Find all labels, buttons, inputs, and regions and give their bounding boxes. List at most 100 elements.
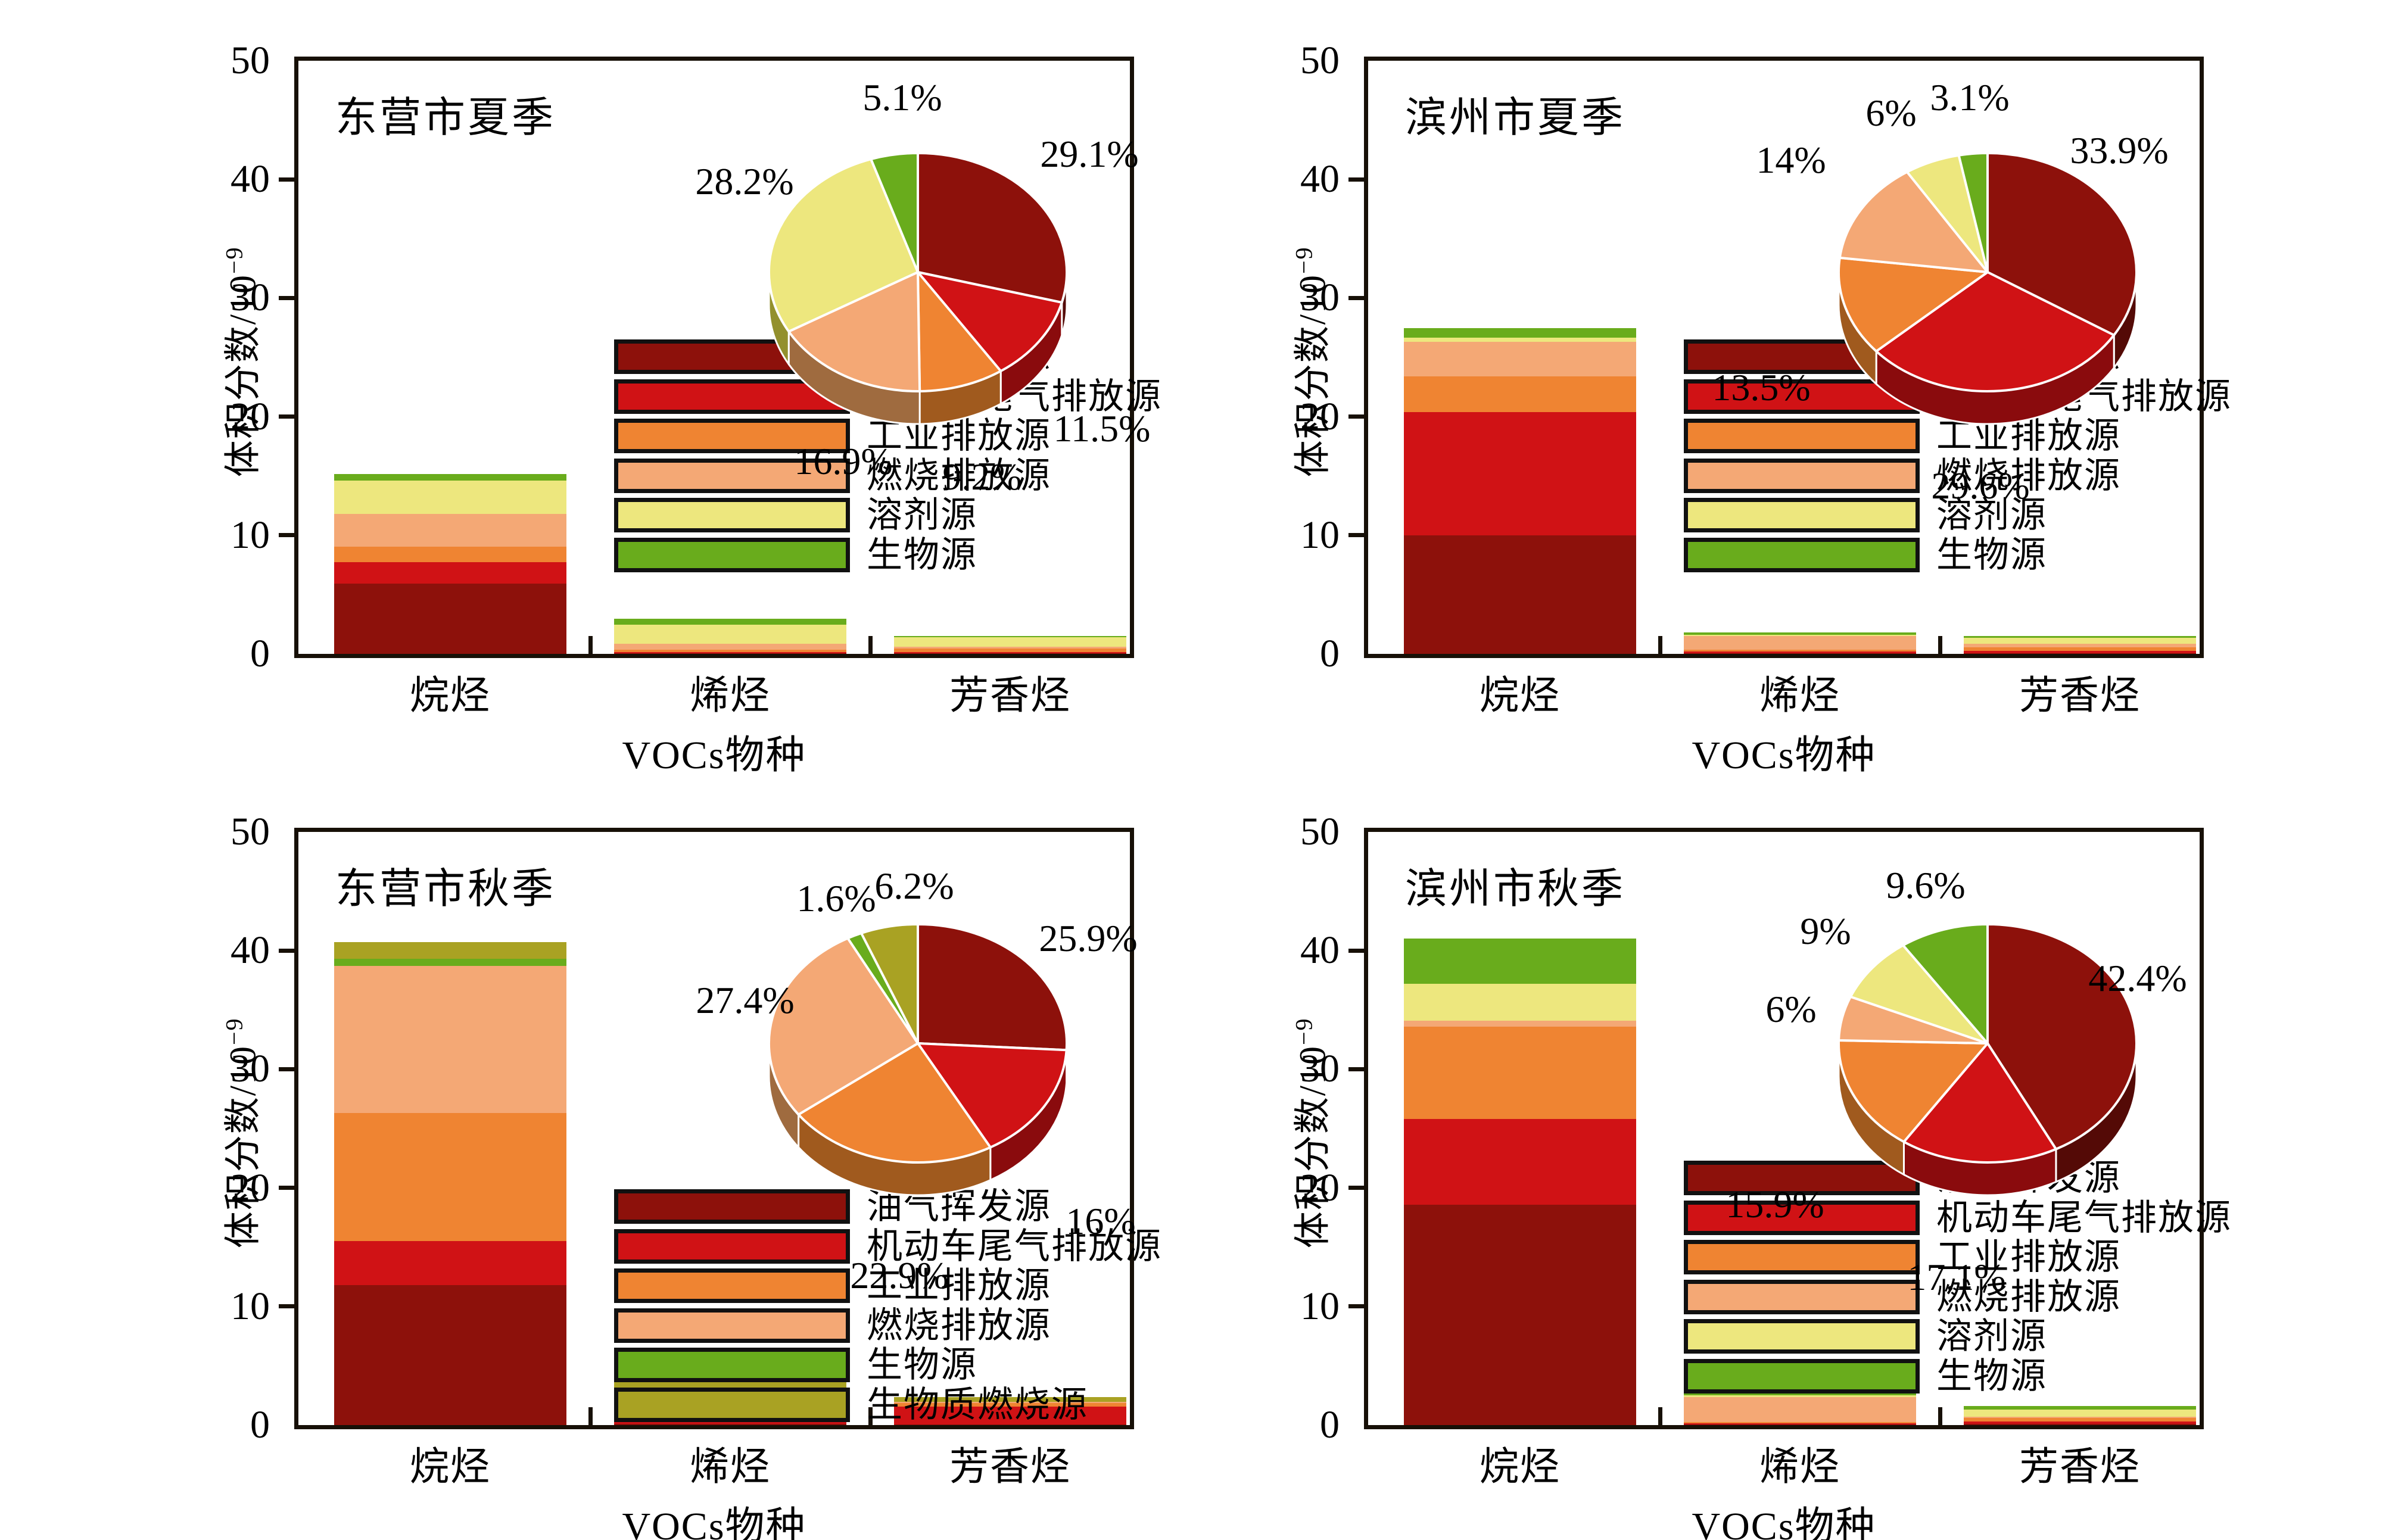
y-tick-label: 20 bbox=[1300, 1165, 1340, 1209]
legend-label: 燃烧排放源 bbox=[1936, 1277, 2121, 1317]
legend-swatch bbox=[614, 1189, 850, 1224]
pie-slice bbox=[917, 923, 1068, 1052]
bar-segment bbox=[1404, 1026, 1636, 1120]
panel-title: 滨州市秋季 bbox=[1405, 866, 1625, 912]
bar-segment bbox=[614, 653, 846, 654]
pie-chart bbox=[768, 923, 1068, 1196]
bar-segment bbox=[1964, 1406, 2196, 1410]
bar-segment bbox=[1404, 535, 1636, 654]
y-tick-label: 30 bbox=[1300, 1047, 1340, 1091]
y-axis-label: 体积分数/10−9 bbox=[216, 207, 264, 516]
bar-segment bbox=[894, 653, 1126, 654]
bar-segment bbox=[1964, 1421, 2196, 1424]
plot-area: 滨州市秋季 01020304050烷烃烯烃芳香烃VOCs物种体积分数/10−9油… bbox=[1291, 812, 2231, 1540]
bar-segment bbox=[614, 1424, 846, 1425]
pie-chart bbox=[1837, 152, 2138, 425]
pie-percentage-label: 1.6% bbox=[796, 877, 876, 919]
panel-dongying-summer: 东营市夏季 01020304050烷烃烯烃芳香烃VOCs物种体积分数/10−9油… bbox=[221, 41, 1161, 777]
bar-segment bbox=[334, 966, 566, 1114]
bar-segment bbox=[1404, 376, 1636, 412]
panel-binzhou-summer: 滨州市夏季 01020304050烷烃烯烃芳香烃VOCs物种体积分数/10−9油… bbox=[1291, 41, 2231, 777]
pie-slice bbox=[917, 1042, 1068, 1149]
bar-segment bbox=[1404, 983, 1636, 1021]
y-axis-label: 体积分数/10−9 bbox=[216, 978, 264, 1288]
x-tick bbox=[1658, 1407, 1662, 1425]
bar-segment bbox=[894, 647, 1126, 649]
y-tick bbox=[279, 1304, 294, 1309]
panel-title: 滨州市夏季 bbox=[1405, 95, 1625, 141]
bar-segment bbox=[1964, 1410, 2196, 1417]
bar-segment bbox=[614, 625, 846, 644]
pie-slice bbox=[1902, 1042, 2057, 1164]
y-tick bbox=[1348, 1304, 1364, 1309]
bar-segment bbox=[614, 650, 846, 653]
legend-swatch bbox=[614, 1348, 850, 1382]
bar-segment bbox=[894, 649, 1126, 653]
bar-segment bbox=[1404, 1119, 1636, 1205]
pie-percentage-label: 17.1% bbox=[1907, 1256, 2006, 1298]
y-tick-label: 30 bbox=[231, 1047, 270, 1091]
bar-segment bbox=[894, 1407, 1126, 1425]
plot-area: 滨州市夏季 01020304050烷烃烯烃芳香烃VOCs物种体积分数/10−9油… bbox=[1291, 41, 2231, 777]
x-category-label: 烯烃 bbox=[690, 1445, 771, 1489]
y-tick bbox=[279, 533, 294, 538]
pie-slice bbox=[1986, 923, 2138, 1151]
pie-slice bbox=[1849, 944, 1989, 1045]
pie-slice bbox=[1838, 170, 1989, 273]
y-tick-label: 50 bbox=[1300, 39, 1340, 82]
legend-label: 燃烧排放源 bbox=[1936, 456, 2121, 495]
x-category-label: 烯烃 bbox=[1759, 1445, 1840, 1489]
x-tick bbox=[588, 1407, 593, 1425]
bar-segment bbox=[1964, 644, 2196, 648]
legend-label: 工业排放源 bbox=[867, 1266, 1051, 1305]
y-tick bbox=[1348, 295, 1364, 300]
y-tick bbox=[279, 1067, 294, 1071]
legend-label: 生物源 bbox=[867, 535, 977, 575]
y-axis-label-exponent: −9 bbox=[220, 246, 248, 274]
legend-swatch bbox=[1684, 537, 1920, 572]
pie-slice bbox=[797, 1042, 992, 1164]
bar-segment bbox=[894, 636, 1126, 638]
y-axis-label: 体积分数/10−9 bbox=[1286, 978, 1334, 1288]
x-tick bbox=[1658, 636, 1662, 654]
bar-segment bbox=[1684, 1422, 1916, 1424]
y-tick bbox=[1348, 948, 1364, 953]
x-category-label: 芳香烃 bbox=[2019, 1445, 2141, 1489]
pie-percentage-label: 16% bbox=[1066, 1200, 1136, 1242]
y-tick-label: 40 bbox=[231, 157, 270, 201]
bar-segment bbox=[334, 959, 566, 967]
pie-slice bbox=[768, 158, 919, 333]
y-tick-label: 40 bbox=[1300, 157, 1340, 201]
x-tick bbox=[1938, 636, 1942, 654]
legend-swatch bbox=[1684, 1161, 1920, 1195]
pie-percentage-label: 28.2% bbox=[695, 160, 794, 202]
bar-segment bbox=[334, 1241, 566, 1285]
legend-label: 生物源 bbox=[1936, 1356, 2047, 1396]
bar-segment bbox=[334, 584, 566, 654]
bar-segment bbox=[1404, 1204, 1636, 1425]
y-tick-label: 20 bbox=[231, 1165, 270, 1209]
legend-swatch bbox=[1684, 1279, 1920, 1314]
y-tick bbox=[1348, 414, 1364, 419]
pie-percentage-label: 9% bbox=[1800, 910, 1851, 952]
pie-slice bbox=[870, 152, 919, 273]
legend-label: 机动车尾气排放源 bbox=[867, 1226, 1162, 1266]
bar-segment bbox=[1964, 651, 2196, 654]
bar-segment bbox=[894, 637, 1126, 647]
x-category-label: 芳香烃 bbox=[949, 674, 1071, 718]
y-axis-label-exponent: −9 bbox=[220, 1017, 248, 1045]
bar-segment bbox=[1964, 1418, 2196, 1422]
pie-percentage-label: 6% bbox=[1865, 92, 1917, 134]
bar-segment bbox=[1964, 636, 2196, 638]
x-category-label: 芳香烃 bbox=[2019, 674, 2141, 718]
bar-segment bbox=[894, 1403, 1126, 1407]
bar-segment bbox=[1684, 1392, 1916, 1396]
y-tick-label: 0 bbox=[250, 632, 270, 675]
pie-percentage-label: 6.2% bbox=[874, 865, 954, 907]
bar-segment bbox=[334, 1113, 566, 1242]
pie-slice bbox=[1902, 923, 1989, 1045]
pie-chart bbox=[1837, 923, 2138, 1196]
x-axis-label: VOCs物种 bbox=[622, 1505, 806, 1540]
legend-label: 溶剂源 bbox=[867, 495, 977, 535]
y-tick bbox=[1348, 533, 1364, 538]
